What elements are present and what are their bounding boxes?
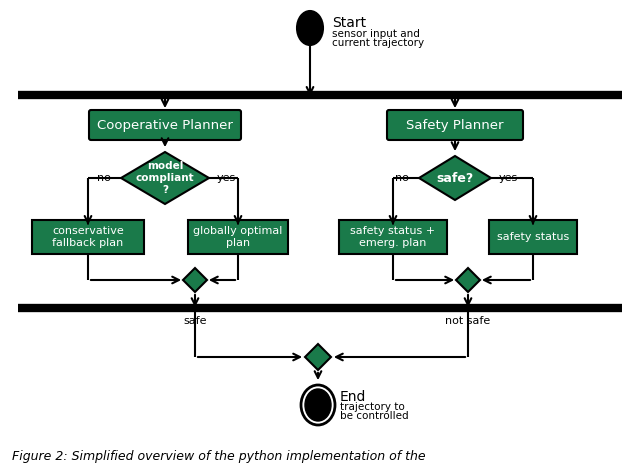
Text: Cooperative Planner: Cooperative Planner	[97, 119, 233, 131]
Text: no: no	[395, 173, 409, 183]
Polygon shape	[121, 152, 209, 204]
Text: sensor input and: sensor input and	[332, 29, 420, 39]
Text: model
compliant
?: model compliant ?	[136, 162, 195, 195]
Text: safety status +
emerg. plan: safety status + emerg. plan	[351, 226, 436, 248]
Text: conservative
fallback plan: conservative fallback plan	[52, 226, 124, 248]
Ellipse shape	[301, 385, 335, 425]
Text: not safe: not safe	[445, 316, 491, 326]
Text: yes: yes	[217, 173, 236, 183]
Text: globally optimal
plan: globally optimal plan	[193, 226, 283, 248]
Ellipse shape	[305, 389, 331, 421]
FancyBboxPatch shape	[387, 110, 523, 140]
FancyBboxPatch shape	[32, 220, 144, 254]
Ellipse shape	[297, 11, 323, 45]
Polygon shape	[183, 268, 207, 292]
Text: safe: safe	[183, 316, 207, 326]
Text: safety status: safety status	[497, 232, 569, 242]
Text: trajectory to: trajectory to	[340, 402, 404, 412]
FancyBboxPatch shape	[489, 220, 577, 254]
Text: current trajectory: current trajectory	[332, 38, 424, 48]
FancyBboxPatch shape	[339, 220, 447, 254]
Polygon shape	[419, 156, 491, 200]
Text: End: End	[340, 390, 366, 404]
FancyBboxPatch shape	[188, 220, 288, 254]
Text: no: no	[97, 173, 111, 183]
Text: safe?: safe?	[436, 171, 474, 185]
Text: Start: Start	[332, 16, 366, 30]
FancyBboxPatch shape	[89, 110, 241, 140]
Text: Safety Planner: Safety Planner	[406, 119, 504, 131]
Text: be controlled: be controlled	[340, 411, 408, 421]
Text: yes: yes	[499, 173, 518, 183]
Text: Figure 2: Simplified overview of the python implementation of the: Figure 2: Simplified overview of the pyt…	[12, 450, 426, 463]
Polygon shape	[305, 344, 331, 370]
Polygon shape	[456, 268, 480, 292]
